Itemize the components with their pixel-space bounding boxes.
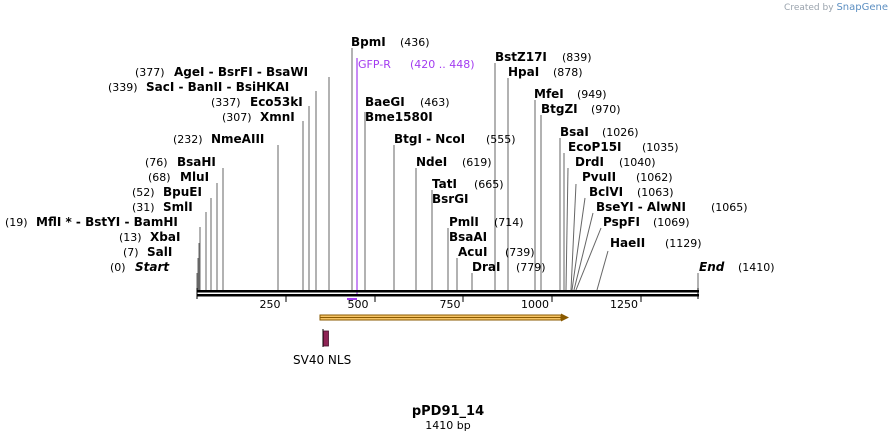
- enzyme-label[interactable]: PvuII: [582, 170, 616, 184]
- enzyme-label[interactable]: SalI: [147, 245, 172, 259]
- enzyme-label[interactable]: DraI: [472, 260, 500, 274]
- enzyme-position: (19): [5, 216, 28, 229]
- enzyme-position: (337): [211, 96, 241, 109]
- enzyme-position: (463): [420, 96, 450, 109]
- enzyme-position: (619): [462, 156, 492, 169]
- enzyme-label[interactable]: PmlI: [449, 215, 479, 229]
- enzyme-label[interactable]: BaeGI: [365, 95, 405, 109]
- primer-name: GFP-R: [358, 58, 391, 71]
- axis-tick-label: 1250: [610, 298, 638, 311]
- enzyme-position: (7): [123, 246, 139, 259]
- enzyme-position: (839): [562, 51, 592, 64]
- enzyme-position: (52): [132, 186, 155, 199]
- enzyme-label[interactable]: HaeII: [610, 236, 645, 250]
- leader-lines: [196, 48, 699, 291]
- position-axis: 250 500 750 1000 1250: [260, 296, 642, 311]
- enzyme-position: (714): [494, 216, 524, 229]
- enzyme-label[interactable]: Bme1580I: [365, 110, 433, 124]
- orf-arrow[interactable]: [319, 313, 569, 322]
- axis-tick-label: 750: [440, 298, 461, 311]
- enzyme-position: (1063): [637, 186, 674, 199]
- feature-label-sv40-nls: SV40 NLS: [293, 353, 351, 367]
- axis-tick-label: 500: [348, 298, 369, 311]
- enzyme-label[interactable]: SacI - BanII - BsiHKAI: [146, 80, 289, 94]
- enzyme-position: (1035): [642, 141, 679, 154]
- enzyme-label[interactable]: NdeI: [416, 155, 447, 169]
- enzyme-position: (76): [145, 156, 168, 169]
- enzyme-labels: BpmI (436) (377) AgeI - BsrFI - BsaWI (3…: [5, 35, 775, 274]
- enzyme-position: (739): [505, 246, 535, 259]
- enzyme-label[interactable]: BtgI - NcoI: [394, 132, 465, 146]
- enzyme-position: (68): [148, 171, 171, 184]
- enzyme-label[interactable]: BsaAI: [449, 230, 487, 244]
- enzyme-position: (1062): [636, 171, 673, 184]
- axis-tick-label: 1000: [521, 298, 549, 311]
- enzyme-position: (377): [135, 66, 165, 79]
- enzyme-label[interactable]: BclVI: [589, 185, 623, 199]
- enzyme-label[interactable]: AgeI - BsrFI - BsaWI: [174, 65, 308, 79]
- sequence-backbone: [196, 288, 699, 299]
- enzyme-label[interactable]: XmnI: [260, 110, 295, 124]
- enzyme-position: (970): [591, 103, 621, 116]
- credit-brand: SnapGene: [836, 2, 888, 13]
- enzyme-label[interactable]: SmlI: [163, 200, 193, 214]
- enzyme-label[interactable]: TatI: [432, 177, 457, 191]
- plasmid-length: 1410 bp: [425, 419, 470, 432]
- enzyme-position: (1069): [653, 216, 690, 229]
- enzyme-position: (13): [119, 231, 142, 244]
- enzyme-position: (1129): [665, 237, 702, 250]
- enzyme-label[interactable]: HpaI: [508, 65, 539, 79]
- enzyme-position: (436): [400, 36, 430, 49]
- enzyme-position: (949): [577, 88, 607, 101]
- sv40-nls-feature[interactable]: SV40 NLS: [293, 329, 351, 367]
- end-label[interactable]: End: [699, 260, 725, 274]
- end-position: (1410): [738, 261, 775, 274]
- enzyme-label[interactable]: XbaI: [150, 230, 180, 244]
- enzyme-label[interactable]: PspFI: [603, 215, 640, 229]
- enzyme-label[interactable]: MfeI: [534, 87, 564, 101]
- enzyme-position: (1026): [602, 126, 639, 139]
- enzyme-label[interactable]: BseYI - AlwNI: [596, 200, 686, 214]
- enzyme-label[interactable]: EcoP15I: [568, 140, 622, 154]
- enzyme-label[interactable]: BpmI: [351, 35, 386, 49]
- enzyme-label[interactable]: BstZ17I: [495, 50, 547, 64]
- enzyme-label[interactable]: BtgZI: [541, 102, 578, 116]
- enzyme-position: (878): [553, 66, 583, 79]
- enzyme-position: (1065): [711, 201, 748, 214]
- start-position: (0): [110, 261, 126, 274]
- enzyme-label[interactable]: AcuI: [458, 245, 487, 259]
- enzyme-label[interactable]: BsrGI: [432, 192, 469, 206]
- snapgene-credit: Created by SnapGene: [784, 2, 888, 13]
- enzyme-position: (555): [486, 133, 516, 146]
- enzyme-position: (1040): [619, 156, 656, 169]
- enzyme-label[interactable]: NmeAIII: [211, 132, 264, 146]
- enzyme-label[interactable]: MflI * - BstYI - BamHI: [36, 215, 178, 229]
- enzyme-label[interactable]: BsaHI: [177, 155, 216, 169]
- enzyme-position: (31): [132, 201, 155, 214]
- primer-range: (420 .. 448): [410, 58, 475, 71]
- credit-prefix: Created by: [784, 3, 834, 13]
- enzyme-label[interactable]: Eco53kI: [250, 95, 303, 109]
- enzyme-position: (339): [108, 81, 138, 94]
- axis-tick-label: 250: [260, 298, 281, 311]
- enzyme-label[interactable]: DrdI: [575, 155, 604, 169]
- enzyme-position: (665): [474, 178, 504, 191]
- enzyme-position: (779): [516, 261, 546, 274]
- enzyme-label[interactable]: BpuEI: [163, 185, 202, 199]
- plasmid-name: pPD91_14: [412, 404, 484, 419]
- enzyme-position: (307): [222, 111, 252, 124]
- enzyme-label[interactable]: MluI: [180, 170, 209, 184]
- start-label[interactable]: Start: [135, 260, 170, 274]
- enzyme-position: (232): [173, 133, 203, 146]
- enzyme-label[interactable]: BsaI: [560, 125, 589, 139]
- primer-gfp-r[interactable]: GFP-R (420 .. 448): [347, 58, 475, 300]
